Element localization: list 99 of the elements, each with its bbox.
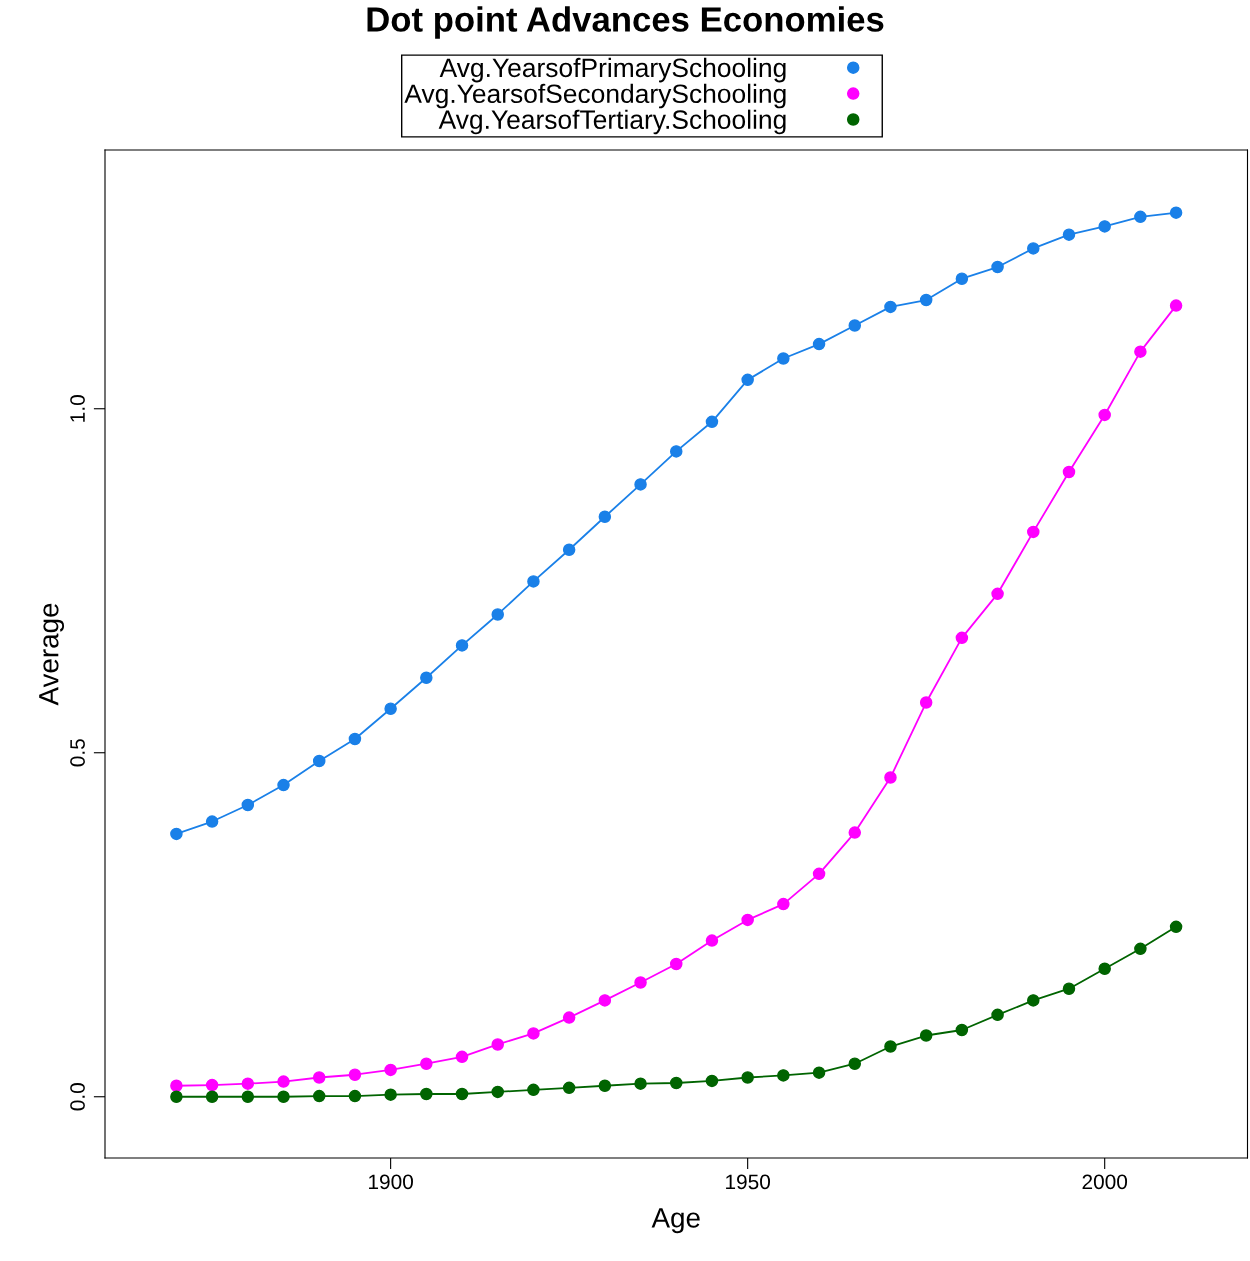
point bbox=[848, 1057, 862, 1070]
point bbox=[812, 337, 826, 351]
point bbox=[312, 1089, 326, 1103]
x-tick-label: 1900 bbox=[369, 1174, 413, 1190]
point bbox=[1027, 242, 1040, 255]
point bbox=[1062, 228, 1076, 241]
point bbox=[562, 543, 576, 557]
point bbox=[1134, 210, 1147, 224]
legend-label: Avg.YearsofSecondarySchooling bbox=[404, 83, 786, 109]
point bbox=[420, 671, 433, 685]
point bbox=[705, 415, 719, 429]
y-tick-label: 1.0 bbox=[70, 395, 85, 422]
point bbox=[812, 1066, 826, 1079]
point bbox=[205, 1078, 219, 1092]
point bbox=[919, 1029, 933, 1042]
point bbox=[919, 696, 933, 709]
point bbox=[777, 352, 790, 365]
point bbox=[1134, 345, 1147, 358]
point bbox=[205, 1090, 219, 1103]
point bbox=[420, 1087, 433, 1101]
point bbox=[170, 1090, 183, 1103]
point bbox=[384, 702, 397, 715]
point bbox=[884, 771, 897, 784]
point bbox=[1098, 220, 1111, 233]
point bbox=[384, 1088, 397, 1101]
point bbox=[455, 639, 469, 652]
point bbox=[955, 631, 969, 645]
point bbox=[884, 1040, 897, 1053]
x-axis-title: Age bbox=[651, 1208, 700, 1234]
point bbox=[1027, 525, 1040, 539]
point bbox=[241, 798, 255, 812]
x-tick-label: 2000 bbox=[1082, 1174, 1128, 1190]
point bbox=[562, 1081, 576, 1095]
point bbox=[562, 1011, 576, 1024]
point bbox=[1027, 994, 1040, 1007]
point bbox=[741, 1071, 754, 1084]
point bbox=[991, 587, 1004, 601]
point bbox=[634, 478, 647, 491]
point bbox=[705, 934, 719, 947]
point bbox=[1098, 408, 1111, 422]
y-axis-title: Average bbox=[39, 603, 65, 706]
point bbox=[1062, 465, 1076, 479]
point bbox=[1169, 299, 1183, 312]
point bbox=[1169, 206, 1183, 219]
point bbox=[348, 1089, 362, 1103]
point bbox=[634, 976, 647, 989]
point bbox=[491, 1038, 504, 1051]
point bbox=[598, 510, 612, 524]
point bbox=[1134, 942, 1147, 956]
point bbox=[455, 1050, 469, 1064]
point bbox=[598, 994, 612, 1007]
point bbox=[1169, 920, 1183, 934]
point bbox=[312, 754, 326, 768]
point bbox=[919, 293, 933, 307]
point bbox=[491, 1085, 504, 1099]
point bbox=[955, 272, 969, 285]
point bbox=[669, 957, 683, 971]
point bbox=[312, 1071, 326, 1084]
point bbox=[170, 827, 183, 841]
point bbox=[348, 1068, 362, 1081]
point bbox=[420, 1057, 433, 1070]
point bbox=[777, 897, 790, 911]
x-tick-label: 1950 bbox=[726, 1174, 771, 1190]
y-tick-label: 0.0 bbox=[70, 1083, 85, 1111]
point bbox=[705, 1074, 719, 1088]
point bbox=[348, 732, 362, 746]
point bbox=[527, 1083, 540, 1097]
point bbox=[848, 826, 862, 839]
point bbox=[669, 445, 683, 458]
point bbox=[884, 300, 897, 314]
legend-label: Avg.YearsofPrimarySchooling bbox=[439, 57, 786, 83]
point bbox=[1098, 962, 1111, 976]
point bbox=[491, 608, 504, 621]
point bbox=[277, 1090, 290, 1103]
point bbox=[777, 1069, 790, 1082]
point bbox=[741, 913, 754, 927]
chart-title: Dot point Advances Economies bbox=[367, 6, 884, 39]
point bbox=[741, 373, 754, 387]
point bbox=[991, 1008, 1004, 1022]
point bbox=[991, 260, 1004, 274]
legend-label: Avg.YearsofTertiary.Schooling bbox=[438, 109, 786, 135]
y-tick-label: 0.5 bbox=[70, 739, 85, 767]
point bbox=[455, 1087, 469, 1101]
point bbox=[634, 1077, 647, 1090]
point bbox=[598, 1079, 612, 1092]
point bbox=[384, 1063, 397, 1077]
point bbox=[170, 1079, 183, 1092]
point bbox=[277, 778, 290, 792]
point bbox=[205, 815, 219, 828]
point bbox=[955, 1023, 969, 1037]
point bbox=[848, 319, 862, 332]
point bbox=[1062, 982, 1076, 995]
point bbox=[669, 1076, 683, 1090]
point bbox=[527, 1027, 540, 1040]
point bbox=[241, 1077, 255, 1090]
point bbox=[527, 575, 540, 588]
point bbox=[241, 1090, 255, 1103]
point bbox=[812, 867, 826, 881]
point bbox=[277, 1075, 290, 1088]
